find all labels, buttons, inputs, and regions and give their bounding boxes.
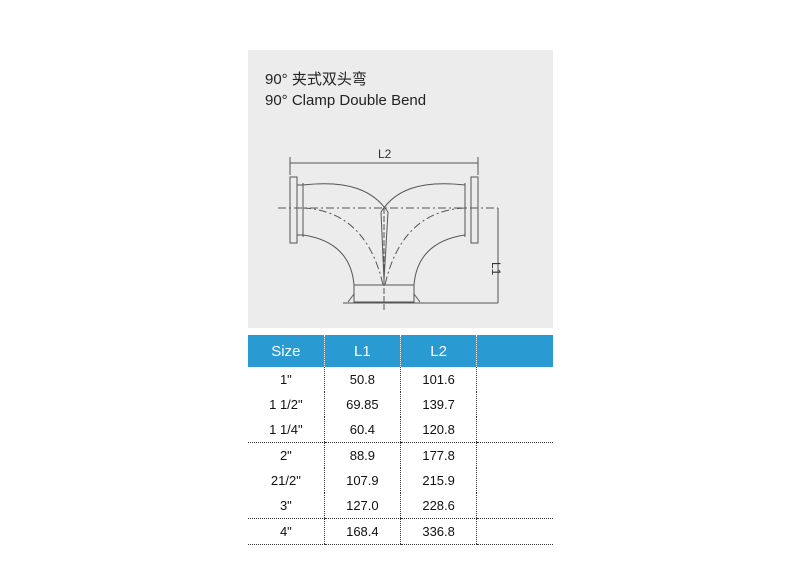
table-cell: 127.0 [323, 493, 401, 519]
header-blank [476, 335, 553, 367]
table-cell: 107.9 [323, 468, 401, 493]
table-cell: 60.4 [323, 417, 401, 443]
l1-dimension: L1 [489, 208, 503, 303]
drawing-panel [248, 50, 553, 328]
l1-label: L1 [489, 262, 503, 276]
table-cell: 1" [279, 372, 292, 387]
table-cell: 228.6 [399, 493, 477, 519]
table-cell: 88.9 [323, 442, 401, 468]
table-row: 1 1/4" 60.4 120.8 [248, 417, 553, 443]
bend-technical-drawing: L2 L1 [278, 147, 503, 312]
table-cell: 215.9 [399, 468, 477, 493]
table-header: Size L1 L2 [248, 335, 553, 367]
title-english: 90° Clamp Double Bend [265, 92, 427, 109]
table-cell: 50.8 [323, 367, 401, 392]
table-cell: 120.8 [399, 417, 477, 443]
header-l1: L1 [323, 335, 401, 367]
dimension-table: Size L1 L2 1" 50.8 101.6 1 1/2" 69.85 139.7 1 … [248, 335, 553, 545]
table-cell [476, 493, 553, 519]
table-row: 2" 88.9 177.8 [248, 442, 553, 468]
right-flange [464, 176, 479, 244]
table-cell [476, 367, 553, 392]
table-cell [476, 468, 553, 493]
table-cell: 69.85 [323, 392, 401, 417]
table-cell: 177.8 [399, 442, 477, 468]
table-cell: 4" [248, 518, 325, 545]
table-cell: 3" [248, 493, 325, 519]
table-cell [476, 392, 553, 417]
table-cell: 1 1/2" [269, 397, 303, 412]
header-l2: L2 [399, 335, 477, 367]
l2-dimension: L2 [289, 147, 479, 175]
left-flange [289, 176, 304, 244]
table-cell: 139.7 [399, 392, 477, 417]
l2-label: L2 [378, 147, 392, 161]
table-cell: 168.4 [323, 518, 401, 545]
table-cell: 1 1/4" [248, 417, 325, 443]
table-row: 21/2" 107.9 215.9 [248, 468, 553, 493]
table-cell [476, 417, 553, 443]
title-chinese: 90° 夹式双头弯 [265, 71, 367, 88]
table-row: 1" 50.8 101.6 [248, 367, 553, 392]
table-row: 4" 168.4 336.8 [248, 518, 553, 545]
table-cell: 336.8 [399, 518, 477, 545]
table-cell: 2" [279, 448, 292, 463]
table-row: 3" 127.0 228.6 [248, 493, 553, 519]
table-row: 1 1/2" 69.85 139.7 [248, 392, 553, 417]
table-cell [476, 442, 553, 468]
table-cell: 101.6 [399, 367, 477, 392]
bottom-flange [343, 284, 498, 304]
table-cell: 21/2" [270, 473, 301, 488]
header-size: Size [248, 335, 325, 367]
table-cell [476, 518, 553, 545]
